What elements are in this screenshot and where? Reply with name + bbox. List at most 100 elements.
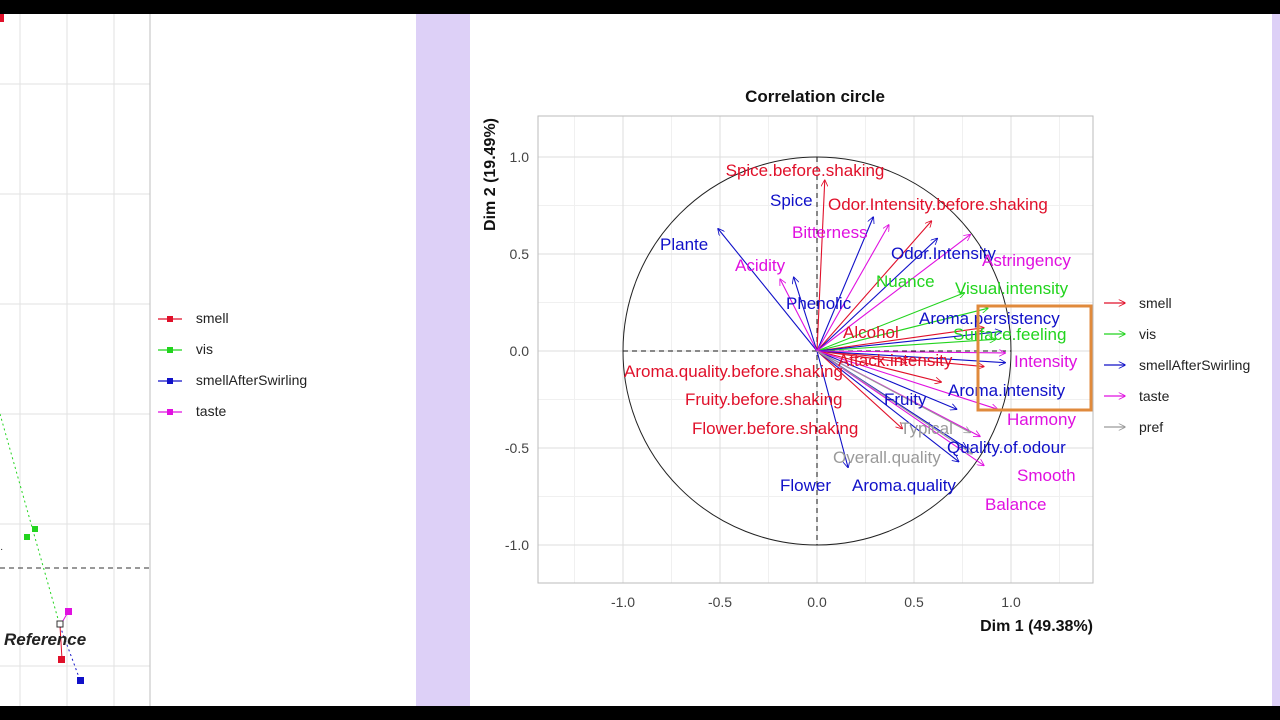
arrow-spice-before-shaking bbox=[816, 180, 825, 352]
left-point-vis-1 bbox=[24, 534, 30, 540]
var-label-astringency: Astringency bbox=[982, 251, 1071, 270]
arrow-phenolic bbox=[794, 277, 818, 352]
y-axis-label: Dim 2 (19.49%) bbox=[482, 118, 499, 231]
legend-label-pref: pref bbox=[1139, 419, 1163, 435]
var-label-spice: Spice bbox=[770, 191, 813, 210]
arrow-alcohol bbox=[816, 328, 984, 352]
legend-item-taste: taste bbox=[156, 403, 226, 419]
var-label-odor-intensity-before-shaking: Odor.Intensity.before.shaking bbox=[828, 195, 1048, 214]
var-label-odor-intensity: Odor.Intensity bbox=[891, 244, 996, 263]
x-tick-label: 0.5 bbox=[904, 594, 924, 610]
legend-label-vis: vis bbox=[195, 341, 214, 357]
bottom-black-bar bbox=[0, 706, 1280, 720]
left-point-smellafterswirling bbox=[77, 677, 84, 684]
left-point-reference bbox=[56, 620, 64, 628]
x-tick-label: 1.0 bbox=[1001, 594, 1021, 610]
var-label-flower: Flower bbox=[780, 476, 831, 495]
reference-label: Reference bbox=[4, 630, 86, 649]
left-line-4 bbox=[59, 625, 63, 660]
var-label-plante: Plante bbox=[660, 235, 708, 254]
highlight-box bbox=[976, 304, 1093, 412]
left-plot-panel: Reference · smell vis smellAfterSwirling… bbox=[0, 14, 416, 706]
arrow-overall-quality bbox=[816, 350, 972, 454]
var-label-attack-intensity: Attack.intensity bbox=[838, 351, 953, 370]
arrow-attack-intensity bbox=[816, 350, 984, 367]
legend-label-vis: vis bbox=[1139, 326, 1156, 342]
legend-key-smellafterswirling bbox=[158, 378, 182, 385]
arrow-aroma-intensity bbox=[816, 350, 1005, 363]
var-label-quality-of-odour: Quality.of.odour bbox=[947, 438, 1066, 457]
legend-label-taste: taste bbox=[195, 403, 227, 419]
var-label-spice-before-shaking: Spice.before.shaking bbox=[726, 161, 885, 180]
y-tick-label: 0.0 bbox=[510, 343, 530, 359]
var-label-intensity: Intensity bbox=[1014, 352, 1078, 371]
x-tick-label: 0.0 bbox=[807, 594, 827, 610]
arrow-astringency bbox=[816, 235, 970, 352]
x-tick-label: -0.5 bbox=[708, 594, 732, 610]
legend-item-smell: smell bbox=[156, 310, 229, 326]
arrow-odor-intensity bbox=[816, 238, 937, 352]
arrow-typical bbox=[816, 350, 970, 432]
arrow-visual-intensity bbox=[816, 308, 988, 352]
legend-key-smell bbox=[158, 316, 182, 323]
left-plot-svg: Reference · bbox=[0, 14, 151, 706]
correlation-circle-chart: Correlation circle -1.0 -0.5 0.0 0.5 1.0 -1.0… bbox=[482, 87, 1250, 635]
arrow-intensity bbox=[816, 351, 1005, 353]
arrow-flower-before-shaking bbox=[816, 350, 902, 429]
top-black-bar bbox=[0, 0, 1280, 14]
var-label-phenolic: Phenolic bbox=[786, 294, 852, 313]
var-label-aroma-intensity: Aroma.intensity bbox=[948, 381, 1066, 400]
y-tick-label: -1.0 bbox=[505, 537, 529, 553]
legend-key-taste bbox=[158, 409, 182, 416]
var-label-surface-feeling: Surface.feeling bbox=[953, 325, 1066, 344]
left-point-taste bbox=[65, 608, 72, 615]
var-label-overall-quality: Overall.quality bbox=[833, 448, 941, 467]
arrow-bitterness bbox=[816, 225, 889, 352]
var-label-balance: Balance bbox=[985, 495, 1046, 514]
arrow-acidity bbox=[780, 279, 818, 352]
var-label-typical: Typical bbox=[900, 419, 953, 438]
arrow-surface-feeling bbox=[816, 339, 995, 352]
legend-label-taste: taste bbox=[1139, 388, 1170, 404]
left-point-smell bbox=[58, 656, 65, 663]
arrow-aroma-quality-before-shaking bbox=[816, 350, 906, 363]
var-label-aroma-persistency: Aroma.persistency bbox=[919, 309, 1060, 328]
var-label-aroma-quality-before-shaking: Aroma.quality.before.shaking bbox=[624, 362, 843, 381]
x-tick-label: -1.0 bbox=[611, 594, 635, 610]
left-vis-dotted-line bbox=[0, 413, 61, 627]
left-tick-mark: · bbox=[0, 544, 3, 555]
legend-label-smellafterswirling: smellAfterSwirling bbox=[195, 372, 308, 388]
y-tick-label: 1.0 bbox=[510, 149, 530, 165]
arrow-aroma-quality bbox=[816, 350, 959, 462]
var-label-bitterness: Bitterness bbox=[792, 223, 868, 242]
arrow-spice bbox=[816, 217, 873, 352]
label-layer: Spice.before.shaking Odor.Intensity.befor… bbox=[624, 161, 1078, 514]
var-label-harmony: Harmony bbox=[1007, 410, 1076, 429]
correlation-circle-panel: Correlation circle -1.0 -0.5 0.0 0.5 1.0 -1.0… bbox=[470, 14, 1280, 706]
var-label-fruity: Fruity bbox=[884, 390, 927, 409]
legend-item-vis: vis bbox=[156, 341, 213, 357]
arrow-plante bbox=[718, 229, 818, 352]
var-label-smooth: Smooth bbox=[1017, 466, 1076, 485]
legend-label-smellafterswirling: smellAfterSwirling bbox=[1139, 357, 1250, 373]
x-axis-label: Dim 1 (49.38%) bbox=[980, 618, 1093, 635]
left-grid bbox=[0, 14, 150, 706]
var-label-aroma-quality: Aroma.quality bbox=[852, 476, 956, 495]
var-label-fruity-before-shaking: Fruity.before.shaking bbox=[685, 390, 842, 409]
chart-legend: smell vis smellAfterSwirling taste pref bbox=[1104, 295, 1250, 435]
left-point-vis-2 bbox=[32, 526, 38, 532]
var-label-flower-before-shaking: Flower.before.shaking bbox=[692, 419, 858, 438]
purple-divider bbox=[416, 14, 470, 706]
left-point-smell-top bbox=[0, 14, 4, 22]
var-label-alcohol: Alcohol bbox=[843, 323, 899, 342]
arrow-fruity-before-shaking bbox=[816, 350, 941, 382]
arrow-flower bbox=[816, 350, 848, 467]
right-edge-strip bbox=[1272, 14, 1280, 706]
legend-item-smellafterswirling: smellAfterSwirling bbox=[156, 372, 307, 388]
arrow-fruity bbox=[816, 350, 957, 409]
arrow-nuance bbox=[816, 293, 964, 352]
arrow-layer bbox=[718, 180, 1005, 467]
grid-layer bbox=[538, 116, 1093, 583]
legend-label-smell: smell bbox=[1139, 295, 1172, 311]
legend: smell vis smellAfterSwirling taste bbox=[156, 306, 396, 436]
